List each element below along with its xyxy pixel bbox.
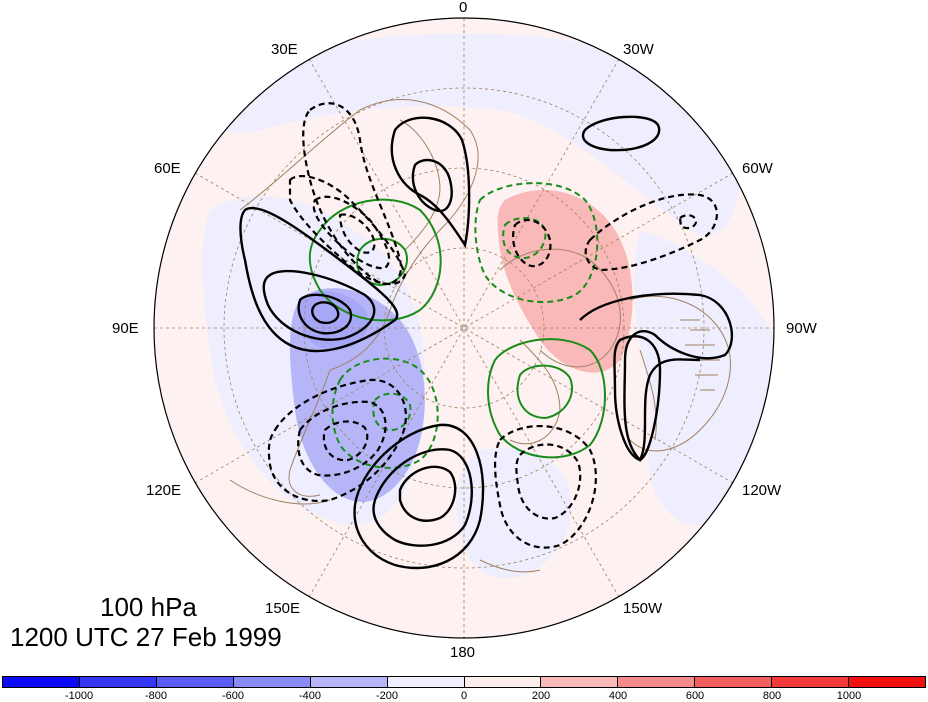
contour-solid-ne-small [581, 115, 661, 152]
green-contour-solid-east-inner [516, 364, 573, 420]
colorbar-tick-label: -600 [221, 690, 245, 702]
contour-solid-west-inner [297, 293, 353, 335]
colorbar-segment [3, 677, 80, 687]
contour-dashed-ne [584, 193, 718, 272]
colorbar-segment [310, 677, 388, 687]
contour-dashed-sw-1 [267, 378, 407, 503]
green-contour-dashed-north-inner [502, 217, 547, 260]
colorbar-segment [464, 677, 542, 687]
colorbar-tick-label: -800 [144, 690, 168, 702]
lon-label-60w: 60W [742, 160, 773, 177]
black-solid-contours [239, 115, 734, 570]
colorbar-tick-label: 0 [460, 690, 468, 702]
colorbar-segment [541, 677, 619, 687]
lon-label-120e: 120E [146, 482, 182, 499]
contour-solid-east-loop [613, 335, 662, 462]
lon-label-120w: 120W [742, 482, 782, 499]
contour-dashed-ne-small [678, 214, 698, 230]
contour-solid-west-outer [239, 207, 399, 353]
colorbar-segment [618, 677, 696, 687]
contour-dashed-north-mid [511, 218, 552, 268]
lon-label-30w: 30W [623, 41, 654, 58]
contour-dashed-nw-3 [312, 195, 391, 270]
colorbar-tick-label: -400 [298, 690, 322, 702]
contour-dashed-nw-1 [302, 102, 403, 285]
colorbar-segment [849, 677, 926, 687]
colorbar-segment [79, 677, 157, 687]
colorbar-tick-label: 800 [762, 690, 782, 702]
lon-label-30e: 30E [271, 41, 298, 58]
colorbar-segment [695, 677, 773, 687]
green-contour-dashed-north [474, 182, 599, 303]
contour-dashed-se-1 [493, 424, 597, 549]
green-contour-solid-west [308, 198, 442, 322]
lon-label-150e: 150E [265, 600, 301, 617]
contour-solid-west-mid [262, 269, 376, 341]
contour-dashed-sw-3 [322, 420, 369, 462]
valid-time-label: 1200 UTC 27 Feb 1999 [10, 622, 282, 652]
contour-solid-north-inner [411, 158, 453, 213]
contour-solid-south-inner [398, 465, 457, 522]
colorbar-tick-label: 200 [531, 690, 551, 702]
shade-positive-core [497, 190, 633, 373]
lon-label-180: 180 [450, 644, 476, 661]
shade-light-negative-south [456, 448, 572, 579]
green-contour-solid-east [487, 338, 606, 459]
lon-label-60e: 60E [154, 160, 181, 177]
shade-light-negative-north [198, 33, 742, 236]
lon-label-90w: 90W [786, 320, 817, 337]
contour-dashed-sw-2 [297, 400, 387, 477]
contour-solid-east [579, 292, 734, 463]
pressure-level-label: 100 hPa [100, 592, 197, 622]
colorbar-segment [156, 677, 234, 687]
lon-label-90e: 90E [112, 320, 139, 337]
contour-dashed-se-2 [515, 443, 582, 520]
contour-solid-west-core [311, 301, 340, 325]
map-border [153, 17, 775, 639]
colorbar-segment [387, 677, 465, 687]
colorbar-segment [772, 677, 850, 687]
black-dashed-contours [267, 102, 718, 549]
shade-light-negative-east [634, 230, 774, 526]
colorbar-tick-label: 1000 [836, 690, 862, 702]
contour-solid-south-mid [372, 448, 473, 547]
contour-dashed-nw-4 [338, 213, 376, 254]
colorbar-tick-label: 600 [685, 690, 705, 702]
green-contour-dashed-south [331, 357, 439, 469]
colorbar-tick-label: 400 [608, 690, 628, 702]
contour-solid-north [390, 116, 471, 249]
colorbar-tick-label: -200 [375, 690, 399, 702]
colorbar [2, 676, 926, 688]
coastlines [229, 99, 731, 573]
colorbar-segment [233, 677, 311, 687]
lon-label-150w: 150W [623, 600, 663, 617]
lon-label-0: 0 [459, 0, 468, 16]
colorbar-tick-label: -1000 [64, 690, 94, 702]
contour-dashed-nw-2 [288, 175, 407, 286]
